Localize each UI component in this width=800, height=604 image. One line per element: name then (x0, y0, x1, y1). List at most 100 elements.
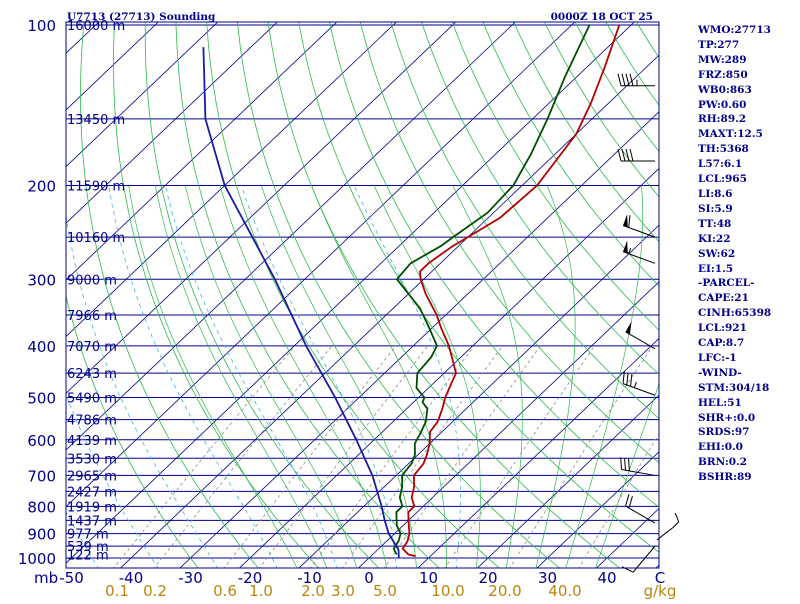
stat-line: BRN:0.2 (698, 455, 798, 470)
moist-adiabat (536, 185, 576, 569)
wind-barb-feather (626, 494, 629, 506)
height-label: 7966 m (67, 309, 117, 324)
pressure-label: 700 (27, 467, 56, 485)
mixing-ratio-label: 1.0 (249, 582, 273, 600)
wet-bulb-line (241, 185, 396, 569)
pressure-label: 600 (27, 432, 56, 450)
stat-line: CAP:8.7 (698, 336, 798, 351)
parcel-curve (203, 47, 398, 558)
wind-barb (623, 371, 655, 395)
mixing-ratio-unit: g/kg (644, 582, 677, 600)
wind-barb (626, 494, 655, 523)
pressure-label: 900 (27, 526, 56, 544)
stat-line: WMO:27713 (698, 23, 798, 38)
mixing-ratio-label: 10.0 (431, 582, 464, 600)
stat-line: -PARCEL- (698, 276, 798, 291)
height-label: 10160 m (67, 231, 125, 246)
stat-line: TT:48 (698, 217, 798, 232)
y-axis-unit: mb (34, 569, 58, 587)
chart-title: U7713 (27713) Sounding (67, 11, 216, 23)
wind-barb (618, 149, 655, 161)
mixing-ratio-label: 5.0 (373, 582, 397, 600)
stat-line: TH:5368 (698, 142, 798, 157)
stat-line: HEL:51 (698, 396, 798, 411)
wind-barb (621, 457, 655, 475)
stat-line: TP:277 (698, 38, 798, 53)
wind-barb-feather (622, 74, 625, 86)
height-label: 11590 m (67, 179, 125, 194)
stat-line: MW:289 (698, 53, 798, 68)
pressure-label: 800 (27, 498, 56, 516)
height-label: 3530 m (67, 452, 117, 467)
wind-barb-feather (627, 373, 628, 385)
stat-line: LFC:-1 (698, 351, 798, 366)
moist-adiabat (261, 185, 416, 569)
temperature-tick-label: -50 (59, 569, 84, 587)
moist-adiabat (155, 185, 327, 569)
stat-line: FRZ:850 (698, 68, 798, 83)
dry-adiabat (266, 1, 622, 570)
wind-barb-feather (622, 149, 625, 161)
wind-barb-half-feather (634, 382, 636, 388)
stat-line: L57:6.1 (698, 157, 798, 172)
wind-barbs (618, 74, 679, 572)
stat-line: BSHR:89 (698, 470, 798, 485)
mixing-ratio-label: 0.6 (213, 582, 237, 600)
stat-line: WB0:863 (698, 83, 798, 98)
stat-line: EI:1.5 (698, 262, 798, 277)
stat-line: SW:62 (698, 247, 798, 262)
wind-barb-feather (618, 149, 621, 161)
stat-line: STM:304/18 (698, 381, 798, 396)
mixing-ratio-label: 40.0 (548, 582, 581, 600)
mixing-ratio-line (223, 346, 395, 569)
height-label: 2965 m (67, 469, 117, 484)
stat-line: -WIND- (698, 366, 798, 381)
stat-line: RH:89.2 (698, 112, 798, 127)
isotherm--30 (179, 1, 776, 570)
isotherm--90 (0, 1, 419, 570)
wind-barb-feather (629, 459, 630, 471)
wet-bulb-line (165, 185, 337, 569)
wind-barb (618, 74, 655, 86)
mixing-ratio-line (342, 346, 503, 569)
pressure-label: 100 (27, 17, 56, 35)
height-label: 7070 m (67, 340, 117, 355)
wind-barb (626, 321, 655, 348)
wind-barb-feather (621, 457, 622, 469)
mixing-ratio-label: 20.0 (488, 582, 521, 600)
mixing-ratio-label: 3.0 (331, 582, 355, 600)
wind-barb-feather (629, 215, 630, 227)
stat-line: EHI:0.0 (698, 440, 798, 455)
moist-adiabat (129, 185, 298, 569)
pressure-label: 200 (27, 177, 56, 195)
height-label: 5490 m (67, 392, 117, 407)
height-label: 1919 m (67, 500, 117, 515)
wind-barb-shaft (623, 252, 655, 264)
mixing-ratio-line (259, 346, 428, 569)
stat-line: LCL:965 (698, 172, 798, 187)
moist-adiabat (220, 185, 387, 569)
stat-line: CINH:65398 (698, 306, 798, 321)
temperature-curve (403, 25, 620, 556)
stat-line: SHR+:0.0 (698, 411, 798, 426)
stat-line: CAPE:21 (698, 291, 798, 306)
wind-barb-shaft (622, 470, 655, 476)
stat-line: PW:0.60 (698, 98, 798, 113)
moist-adiabat (312, 185, 447, 569)
stat-line: SI:5.9 (698, 202, 798, 217)
stat-line: SRDS:97 (698, 425, 798, 440)
wind-barb-feather (625, 458, 626, 470)
mixing-ratio-line (578, 346, 714, 569)
mixing-ratio-label: 0.2 (143, 582, 167, 600)
moist-adiabat (453, 185, 523, 569)
pressure-label: 500 (27, 390, 56, 408)
wind-barb-feather (618, 74, 621, 86)
height-label: 4786 m (67, 414, 117, 429)
valid-time: 0000Z 18 OCT 25 (551, 11, 653, 23)
mixing-ratio-label: 2.0 (301, 582, 325, 600)
temperature-tick-label: -30 (178, 569, 203, 587)
height-label: 13450 m (67, 113, 125, 128)
